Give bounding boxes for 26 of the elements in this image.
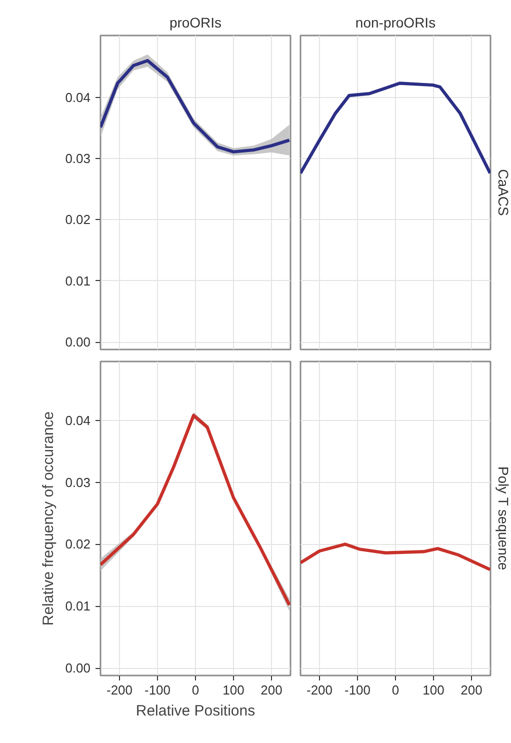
x-tick-label: -100 — [344, 682, 371, 698]
y-tick-label: 0.03 — [65, 151, 91, 166]
x-tick-label: -100 — [144, 682, 171, 698]
x-tick-label: 200 — [460, 682, 482, 698]
x-tick-label: 0 — [192, 682, 200, 698]
y-tick-label: 0.02 — [65, 536, 91, 552]
x-axis-title: Relative Positions — [136, 702, 256, 720]
y-axis-title: Relative frequency of occurance — [40, 411, 58, 626]
y-tick-label: 0.04 — [65, 90, 91, 105]
y-tick-label: 0.01 — [65, 273, 91, 288]
x-tick-label: -200 — [106, 682, 133, 698]
x-tick-label: 0 — [392, 682, 400, 698]
y-tick-label: 0.01 — [65, 598, 91, 614]
x-tick-label: 100 — [222, 682, 244, 698]
chart-title: proORIs — [169, 14, 222, 30]
y-tick-label: 0.00 — [65, 660, 91, 676]
x-tick-label: 200 — [260, 682, 282, 698]
y-tick-label: 0.00 — [65, 334, 91, 350]
text: CaACS — [496, 169, 511, 216]
x-tick-label: 100 — [422, 682, 444, 698]
text: Poly T sequence — [496, 466, 511, 570]
x-tick-label: -200 — [306, 682, 333, 698]
y-tick-label: 0.03 — [65, 474, 91, 490]
y-tick-label: 0.02 — [65, 212, 91, 228]
y-tick-label: 0.04 — [65, 412, 91, 428]
chart-title: non-proORIs — [355, 14, 436, 30]
